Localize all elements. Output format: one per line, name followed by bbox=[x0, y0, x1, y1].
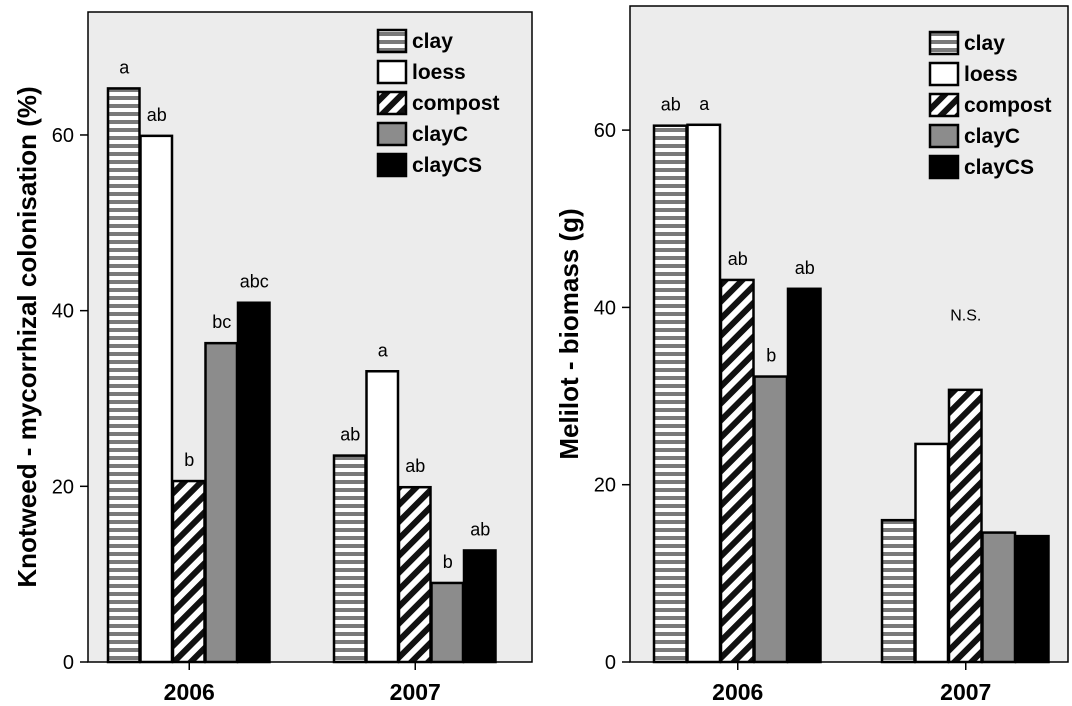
bar-clay-2007 bbox=[332, 454, 367, 664]
bar-clayC-2007 bbox=[981, 531, 1017, 664]
legend-swatch-clayCS bbox=[928, 154, 960, 180]
legend-swatch-clay bbox=[376, 28, 408, 54]
bar-compost-2007 bbox=[397, 485, 432, 664]
legend-swatch-clayCS bbox=[376, 152, 408, 178]
legend-swatch-clay bbox=[928, 30, 960, 56]
legend-label-loess: loess bbox=[412, 61, 466, 84]
y-tick-label: 0 bbox=[63, 652, 74, 674]
bar-compost-2006 bbox=[719, 278, 755, 664]
legend-swatch-clayC bbox=[928, 123, 960, 149]
bar-letter-clayC-2006: bc bbox=[212, 312, 231, 332]
bar-clayCS-2006 bbox=[236, 301, 271, 664]
legend-swatch-loess bbox=[376, 59, 408, 85]
y-tick-label: 60 bbox=[52, 125, 74, 147]
bar-letter-clayC-2006: b bbox=[766, 346, 776, 366]
legend-label-clayC: clayC bbox=[964, 125, 1020, 148]
bar-clayC-2006 bbox=[204, 341, 239, 664]
legend-swatch-compost bbox=[376, 90, 408, 116]
y-tick-label: 20 bbox=[52, 476, 74, 498]
bar-clayCS-2006 bbox=[786, 287, 822, 664]
legend-label-loess: loess bbox=[964, 63, 1018, 86]
y-tick-label: 20 bbox=[594, 475, 616, 497]
x-category-label: 2006 bbox=[164, 679, 215, 705]
bar-letter-clay-2006: a bbox=[119, 57, 130, 77]
bar-clayC-2007 bbox=[430, 581, 465, 664]
legend-label-clayCS: clayCS bbox=[964, 156, 1034, 179]
bar-loess-2006 bbox=[139, 134, 174, 664]
y-axis-label: Knotweed - mycorrhizal colonisation (%) bbox=[12, 86, 42, 587]
bar-clayCS-2007 bbox=[462, 549, 497, 664]
legend-swatch-clayC bbox=[376, 121, 408, 147]
legend: clay loess compost clayC clayCS bbox=[376, 28, 500, 178]
bar-letter-clayCS-2006: ab bbox=[795, 258, 815, 278]
y-tick-label: 40 bbox=[594, 297, 616, 319]
bar-letter-clay-2007: ab bbox=[340, 425, 360, 445]
x-category-label: 2007 bbox=[390, 679, 441, 705]
legend: clay loess compost clayC clayCS bbox=[928, 30, 1052, 180]
bar-letter-loess-2006: ab bbox=[147, 105, 167, 125]
legend-label-clayC: clayC bbox=[412, 123, 468, 146]
bar-letter-compost-2006: b bbox=[184, 450, 194, 470]
bar-letter-clayCS-2006: abc bbox=[240, 272, 269, 292]
legend-swatch-compost bbox=[928, 92, 960, 118]
legend-swatch-loess bbox=[928, 61, 960, 87]
y-tick-label: 60 bbox=[594, 120, 616, 142]
legend-label-compost: compost bbox=[412, 92, 500, 115]
y-axis-label: Melilot - biomass (g) bbox=[554, 208, 584, 459]
bar-clay-2006 bbox=[106, 87, 141, 664]
bar-letter-compost-2007: ab bbox=[405, 456, 425, 476]
y-tick-label: 40 bbox=[52, 301, 74, 323]
legend-label-clay: clay bbox=[412, 30, 453, 53]
bar-letter-loess-2006: a bbox=[699, 94, 710, 114]
bar-clay-2006 bbox=[652, 124, 688, 664]
x-category-label: 2006 bbox=[712, 679, 763, 705]
bar-compost-2006 bbox=[171, 479, 206, 664]
bar-letter-clay-2006: ab bbox=[661, 95, 681, 115]
legend-label-clayCS: clayCS bbox=[412, 154, 482, 177]
y-tick-label: 0 bbox=[605, 652, 616, 674]
legend-label-compost: compost bbox=[964, 94, 1052, 117]
bar-letter-clayCS-2007: ab bbox=[470, 519, 490, 539]
bar-loess-2007 bbox=[365, 370, 400, 664]
legend-label-clay: clay bbox=[964, 32, 1005, 55]
bar-loess-2006 bbox=[686, 123, 722, 664]
x-category-label: 2007 bbox=[940, 679, 991, 705]
bar-compost-2007 bbox=[947, 388, 983, 664]
bar-letter-compost-2006: ab bbox=[728, 249, 748, 269]
bar-clayC-2006 bbox=[753, 375, 789, 664]
bar-clay-2007 bbox=[880, 518, 916, 664]
bar-letter-clayC-2007: b bbox=[443, 552, 453, 572]
bar-loess-2007 bbox=[914, 442, 950, 664]
bar-letter-loess-2007: a bbox=[378, 340, 389, 360]
annotation-ns: N.S. bbox=[950, 308, 981, 325]
bar-clayCS-2007 bbox=[1014, 534, 1050, 664]
